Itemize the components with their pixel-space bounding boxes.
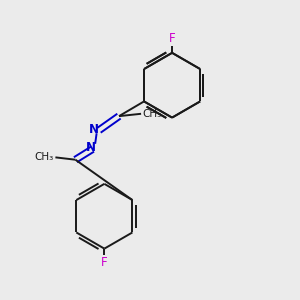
Text: CH₃: CH₃: [35, 152, 54, 162]
Text: N: N: [89, 123, 99, 136]
Text: N: N: [86, 141, 96, 154]
Text: F: F: [101, 256, 108, 269]
Text: F: F: [169, 32, 175, 46]
Text: CH₃: CH₃: [142, 109, 162, 119]
